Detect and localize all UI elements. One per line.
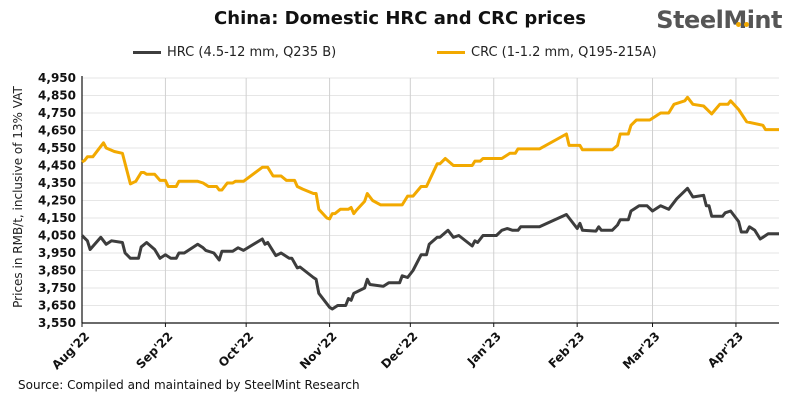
y-tick-label: 4,250 <box>38 194 76 208</box>
x-tick-label: Sep'22 <box>133 329 175 371</box>
x-tick-label: Feb'23 <box>546 329 588 371</box>
legend-label-crc: CRC (1-1.2 mm, Q195-215A) <box>471 45 657 60</box>
y-tick-label: 4,450 <box>38 159 76 173</box>
y-tick-label: 3,550 <box>38 316 76 330</box>
steelmint-logo: SteelMint <box>656 6 782 34</box>
logo-dots <box>736 5 752 33</box>
y-tick-label: 3,850 <box>38 264 76 278</box>
y-tick-label: 3,750 <box>38 281 76 295</box>
y-tick-label: 4,350 <box>38 176 76 190</box>
y-tick-label: 3,950 <box>38 246 76 260</box>
y-tick-label: 4,050 <box>38 229 76 243</box>
x-tick-label: Aug'22 <box>49 329 92 372</box>
source-note: Source: Compiled and maintained by Steel… <box>18 378 360 392</box>
x-tick-label: Dec'22 <box>378 329 420 371</box>
legend-swatch-crc <box>437 51 465 54</box>
chart-title: China: Domestic HRC and CRC prices <box>214 8 586 29</box>
y-tick-label: 4,850 <box>38 89 76 103</box>
y-tick-label: 4,150 <box>38 211 76 225</box>
legend-label-hrc: HRC (4.5-12 mm, Q235 B) <box>167 45 337 60</box>
y-tick-label: 4,750 <box>38 106 76 120</box>
x-tick-label: Nov'22 <box>297 329 340 372</box>
logo-text: SteelMint <box>656 6 782 34</box>
series-line-crc <box>81 95 779 221</box>
x-tick-label: Apr'23 <box>705 329 746 370</box>
legend-item-crc: CRC (1-1.2 mm, Q195-215A) <box>437 45 657 60</box>
x-tick-label: Jan'23 <box>464 329 504 369</box>
y-tick-label: 4,650 <box>38 124 76 138</box>
legend-item-hrc: HRC (4.5-12 mm, Q235 B) <box>133 45 336 60</box>
y-tick-label: 4,950 <box>38 71 76 85</box>
x-tick-label: Mar'23 <box>620 329 663 372</box>
x-tick-label: Oct'22 <box>216 329 257 370</box>
y-tick-label: 4,550 <box>38 141 76 155</box>
y-tick-label: 3,650 <box>38 299 76 313</box>
series-line-hrc <box>80 186 779 311</box>
legend-swatch-hrc <box>133 51 161 54</box>
